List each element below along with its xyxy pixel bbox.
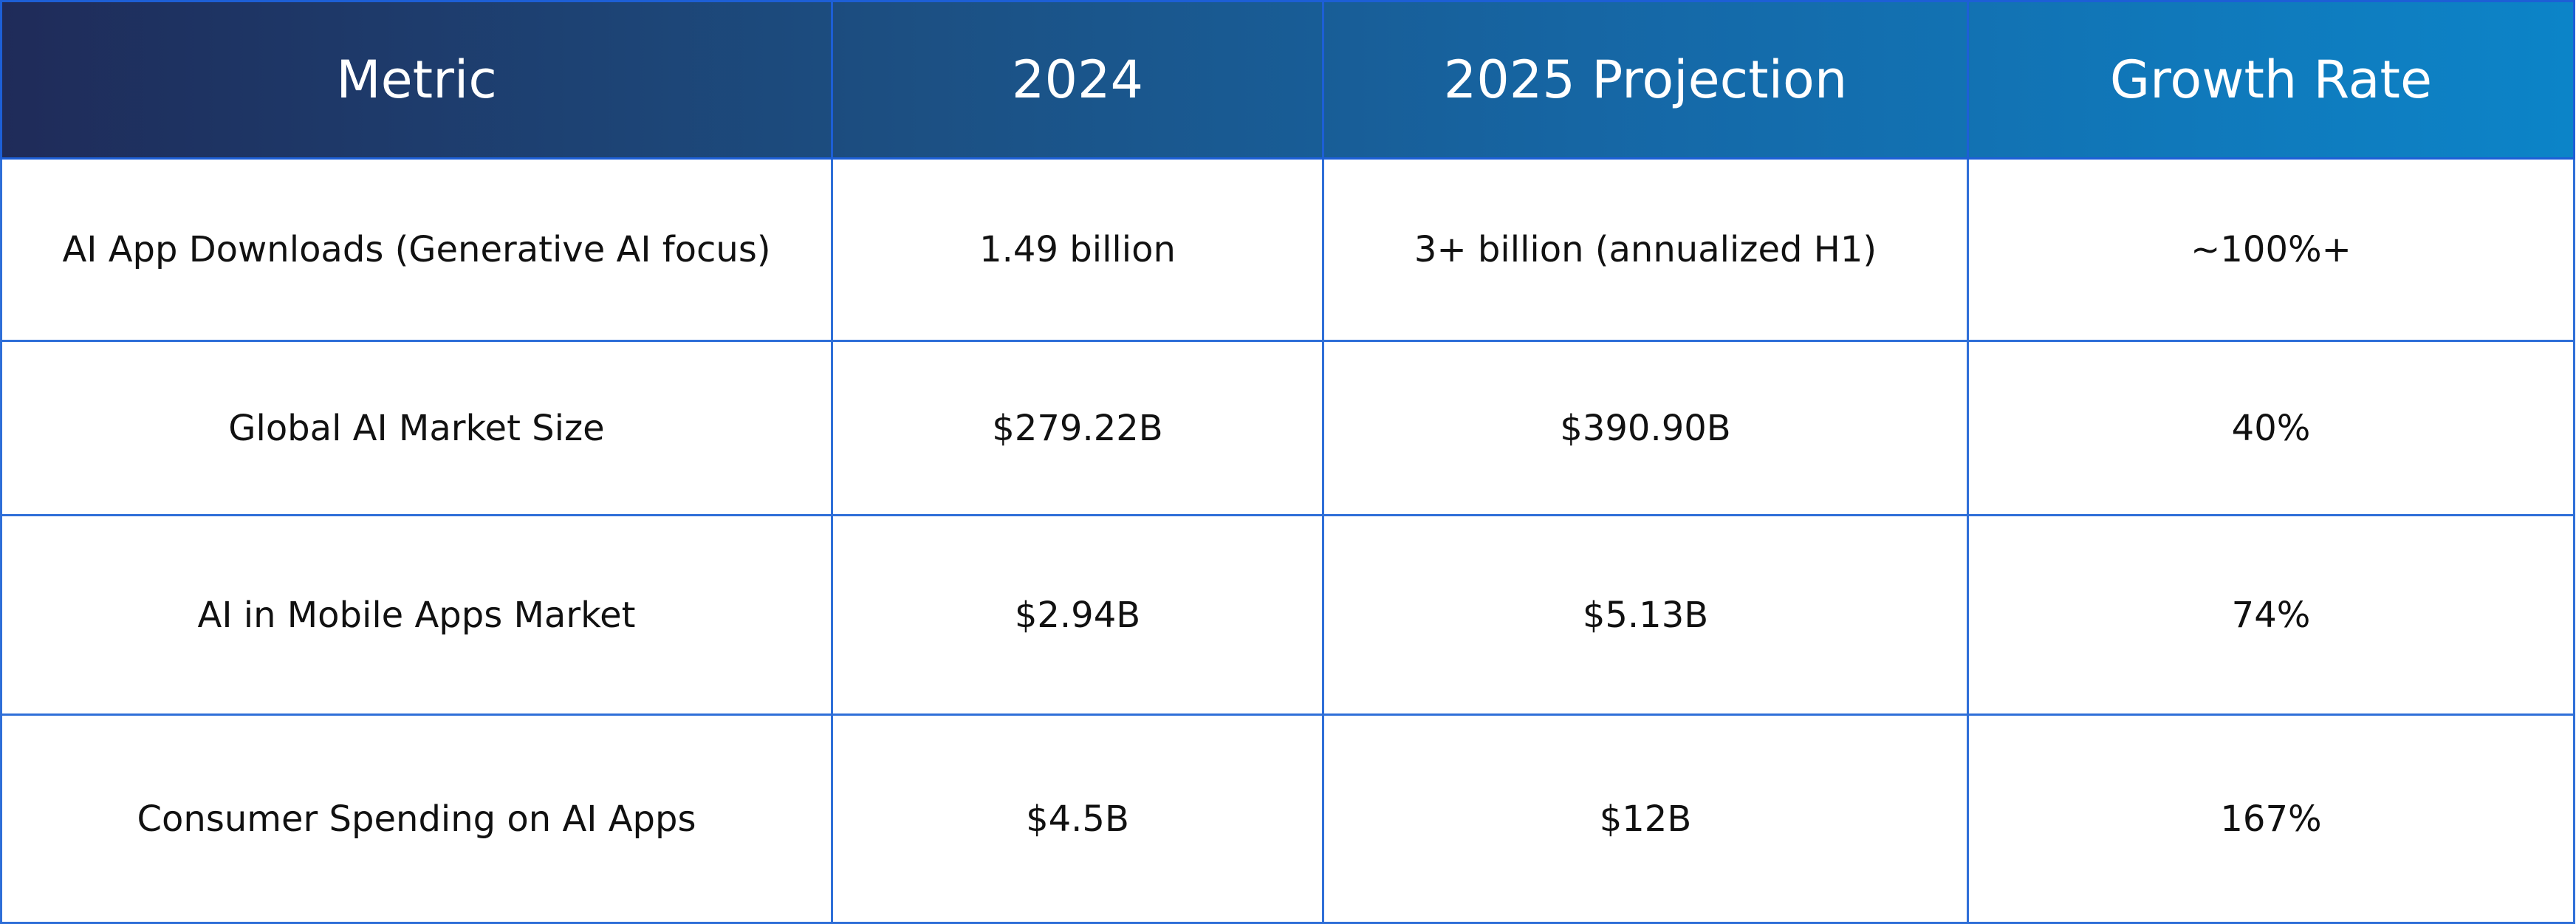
cell-metric: AI App Downloads (Generative AI focus) <box>0 157 833 342</box>
cell-metric: Global AI Market Size <box>0 340 833 516</box>
header-row: Metric 2024 2025 Projection Growth Rate <box>0 0 2575 160</box>
cell-metric: Consumer Spending on AI Apps <box>0 713 833 924</box>
header-2024: 2024 <box>831 0 1324 160</box>
cell-growth-rate: 40% <box>1967 340 2575 516</box>
table-row: AI App Downloads (Generative AI focus) 1… <box>0 157 2575 342</box>
table-row: Consumer Spending on AI Apps $4.5B $12B … <box>0 713 2575 924</box>
cell-growth-rate: ~100%+ <box>1967 157 2575 342</box>
cell-2024: $4.5B <box>831 713 1324 924</box>
cell-2025-projection: $390.90B <box>1322 340 1969 516</box>
cell-2025-projection: 3+ billion (annualized H1) <box>1322 157 1969 342</box>
cell-2024: $2.94B <box>831 514 1324 716</box>
header-metric: Metric <box>0 0 833 160</box>
table-row: Global AI Market Size $279.22B $390.90B … <box>0 340 2575 516</box>
table-row: AI in Mobile Apps Market $2.94B $5.13B 7… <box>0 514 2575 716</box>
cell-growth-rate: 167% <box>1967 713 2575 924</box>
cell-2024: $279.22B <box>831 340 1324 516</box>
cell-2025-projection: $5.13B <box>1322 514 1969 716</box>
header-growth-rate: Growth Rate <box>1967 0 2575 160</box>
cell-2025-projection: $12B <box>1322 713 1969 924</box>
cell-growth-rate: 74% <box>1967 514 2575 716</box>
cell-2024: 1.49 billion <box>831 157 1324 342</box>
cell-metric: AI in Mobile Apps Market <box>0 514 833 716</box>
header-2025-projection: 2025 Projection <box>1322 0 1969 160</box>
